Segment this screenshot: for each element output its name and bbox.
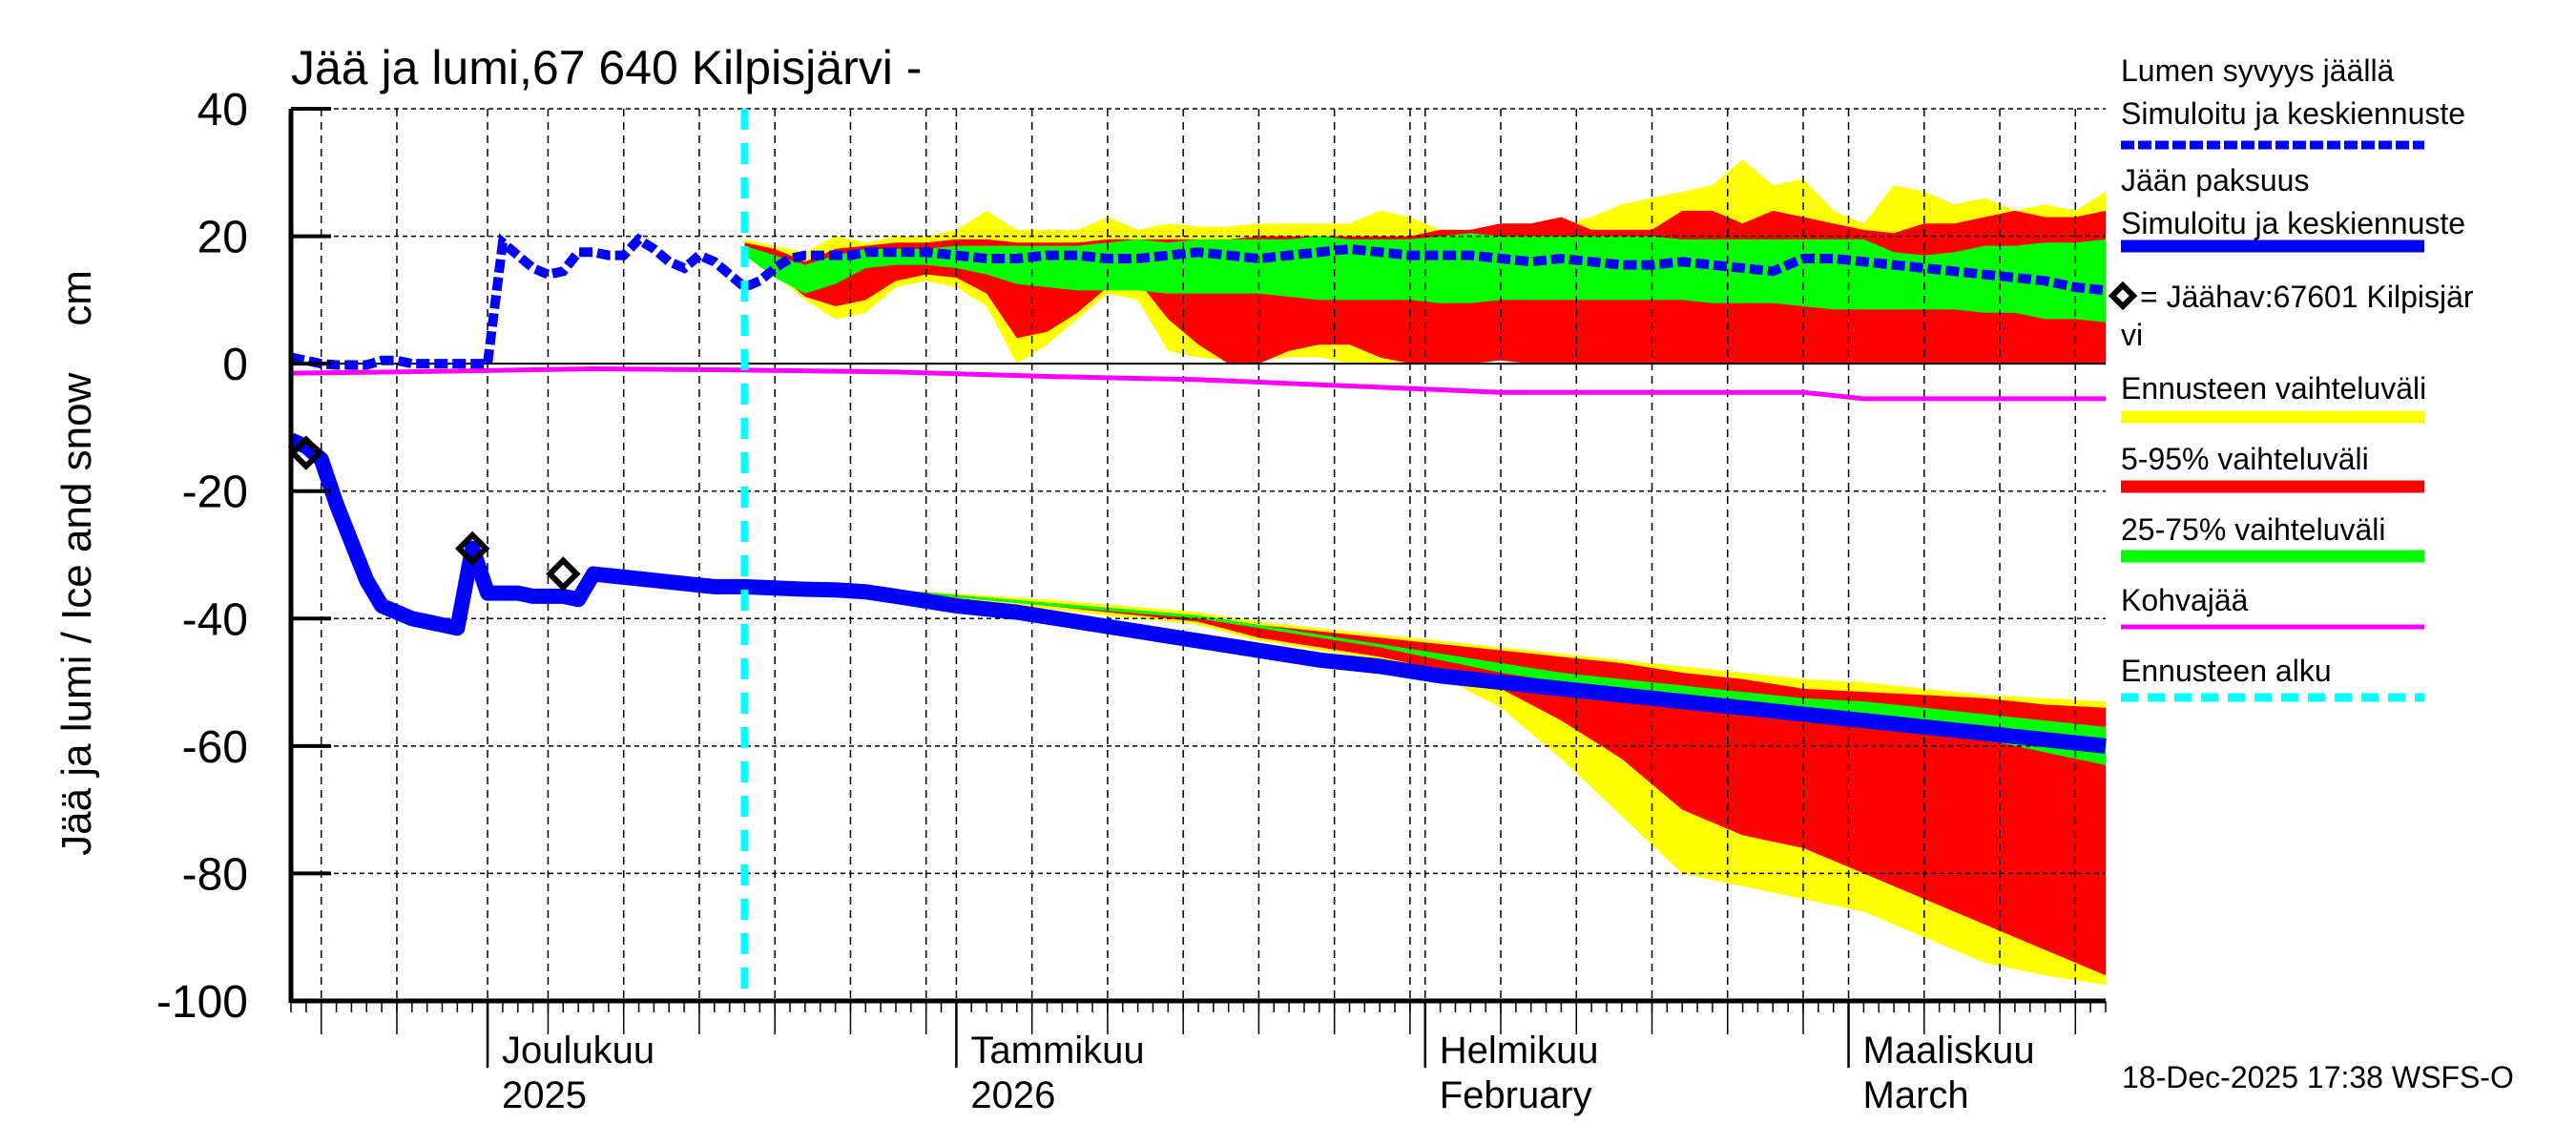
legend-label: Simuloitu ja keskiennuste — [2121, 96, 2465, 131]
snow-depth-line — [289, 233, 2107, 370]
y-tick-label: -60 — [182, 722, 248, 773]
legend-item: 25-75% vaihteluväli — [2121, 512, 2424, 563]
band-p5_95-1 — [744, 586, 2106, 976]
legend-label: Jään paksuus — [2121, 163, 2309, 198]
x-year-label: 2026 — [970, 1074, 1055, 1116]
legend-item: Ennusteen alku — [2121, 654, 2424, 702]
legend-item: Kohvajää — [2121, 583, 2424, 630]
y-tick-label: -100 — [156, 977, 248, 1028]
legend-item: Ennusteen vaihteluväli — [2121, 371, 2426, 424]
y-tick-label: -20 — [182, 468, 248, 518]
observation-marker — [454, 531, 490, 567]
chart-title: Jää ja lumi,67 640 Kilpisjärvi - — [291, 41, 922, 94]
y-tick-label: 40 — [197, 85, 248, 135]
observation-marker — [546, 556, 581, 592]
y-tick-label: -80 — [182, 849, 248, 900]
x-month-label: Tammikuu — [970, 1030, 1144, 1072]
x-year-label: February — [1440, 1074, 1592, 1116]
series-lines — [287, 109, 2107, 1001]
y-tick-label: 20 — [197, 213, 248, 263]
legend-label: Ennusteen alku — [2121, 654, 2332, 688]
legend-item: = Jäähav:67601 Kilpisjär vi — [2108, 280, 2474, 352]
legend: Lumen syvyys jäällä Simuloitu ja keskienn… — [2108, 53, 2474, 702]
x-month-label: Joulukuu — [502, 1030, 654, 1072]
timestamp: 18-Dec-2025 17:38 WSFS-O — [2122, 1060, 2514, 1094]
legend-item: Lumen syvyys jäällä Simuloitu ja keskienn… — [2121, 53, 2465, 150]
x-month-label: Helmikuu — [1440, 1030, 1599, 1072]
legend-label: Simuloitu ja keskiennuste — [2121, 206, 2465, 240]
observation-marker — [288, 435, 324, 470]
y-axis-label: Jää ja lumi / Ice and snow cm — [53, 270, 100, 856]
legend-item: Jään paksuus Simuloitu ja keskiennuste — [2121, 163, 2465, 253]
legend-label: Lumen syvyys jäällä — [2121, 53, 2395, 88]
legend-label: vi — [2121, 318, 2143, 352]
legend-item: 5-95% vaihteluväli — [2121, 442, 2424, 493]
x-month-label: Maaliskuu — [1863, 1030, 2035, 1072]
y-tick-label: 0 — [222, 340, 248, 390]
legend-label: = Jäähav:67601 Kilpisjär — [2140, 280, 2474, 314]
legend-label: Kohvajää — [2121, 583, 2249, 617]
y-tick-label: -40 — [182, 594, 248, 645]
slush-line — [290, 365, 2106, 402]
x-year-label: 2025 — [502, 1074, 587, 1116]
legend-label: Ennusteen vaihteluväli — [2121, 371, 2426, 406]
ice-thickness-line — [287, 432, 2107, 754]
legend-label: 5-95% vaihteluväli — [2121, 442, 2369, 476]
diamond-icon — [2108, 281, 2138, 311]
x-year-label: March — [1863, 1074, 1969, 1116]
legend-label: 25-75% vaihteluväli — [2121, 512, 2386, 547]
